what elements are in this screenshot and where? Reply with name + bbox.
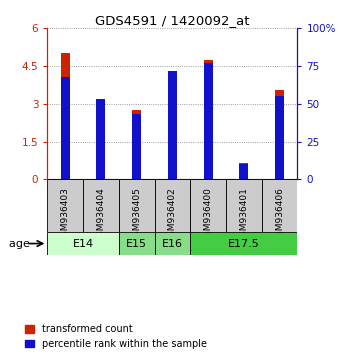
Bar	[239, 164, 248, 179]
FancyBboxPatch shape	[83, 179, 119, 232]
FancyBboxPatch shape	[154, 232, 190, 255]
Bar	[275, 90, 284, 179]
Bar	[96, 99, 105, 179]
Bar	[61, 77, 70, 179]
FancyBboxPatch shape	[226, 179, 262, 232]
Text: GSM936404: GSM936404	[96, 187, 105, 242]
Text: GSM936403: GSM936403	[61, 187, 70, 242]
Text: GSM936400: GSM936400	[203, 187, 213, 242]
FancyBboxPatch shape	[190, 232, 297, 255]
Bar	[132, 110, 141, 179]
Text: E16: E16	[162, 239, 183, 249]
FancyBboxPatch shape	[47, 179, 83, 232]
FancyBboxPatch shape	[119, 232, 154, 255]
FancyBboxPatch shape	[262, 179, 297, 232]
FancyBboxPatch shape	[47, 232, 119, 255]
Text: GSM936406: GSM936406	[275, 187, 284, 242]
Bar	[204, 60, 213, 179]
Bar	[239, 163, 248, 179]
Bar	[168, 70, 177, 179]
Text: E15: E15	[126, 239, 147, 249]
Text: E17.5: E17.5	[228, 239, 260, 249]
Text: GSM936401: GSM936401	[239, 187, 248, 242]
Text: GSM936405: GSM936405	[132, 187, 141, 242]
FancyBboxPatch shape	[154, 179, 190, 232]
FancyBboxPatch shape	[119, 179, 154, 232]
FancyBboxPatch shape	[190, 179, 226, 232]
Text: age: age	[9, 239, 34, 249]
Legend: transformed count, percentile rank within the sample: transformed count, percentile rank withi…	[25, 324, 207, 349]
Bar	[96, 99, 105, 179]
Bar	[204, 63, 213, 179]
Bar	[275, 96, 284, 179]
Text: E14: E14	[72, 239, 94, 249]
Text: GSM936402: GSM936402	[168, 187, 177, 242]
Bar	[168, 90, 177, 179]
Bar	[61, 53, 70, 179]
Bar	[132, 114, 141, 179]
Title: GDS4591 / 1420092_at: GDS4591 / 1420092_at	[95, 14, 250, 27]
